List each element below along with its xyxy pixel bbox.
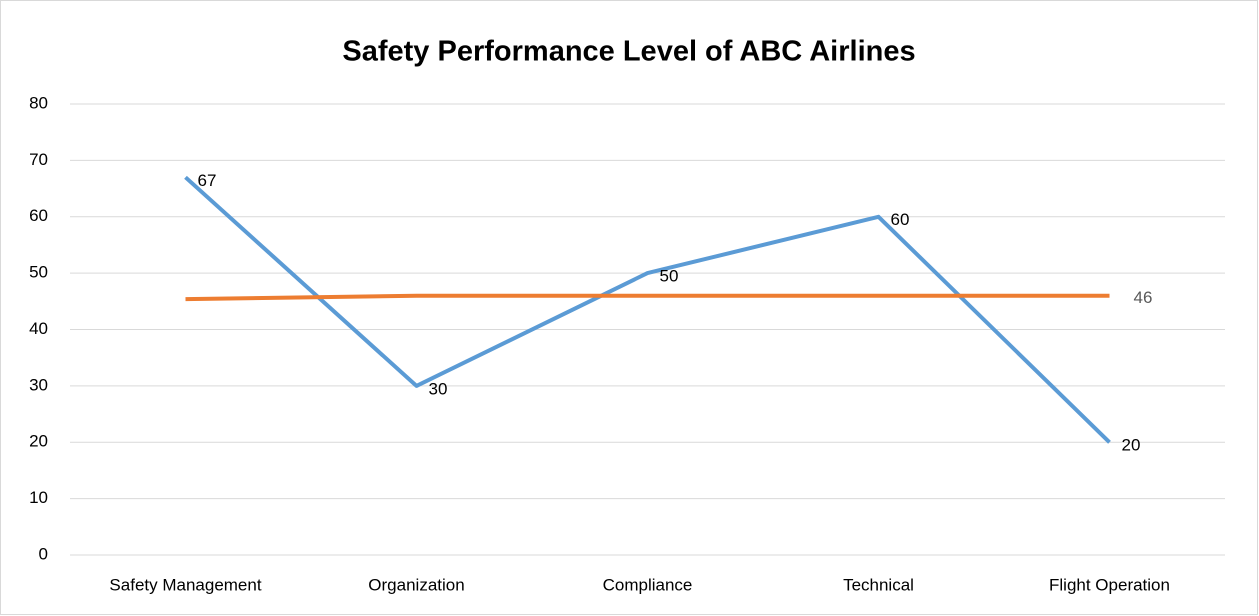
x-tick-label: Flight Operation: [1049, 575, 1170, 594]
y-tick-label: 20: [29, 432, 48, 451]
y-tick-label: 30: [29, 375, 48, 394]
y-tick-label: 40: [29, 319, 48, 338]
data-line: [185, 293, 1110, 302]
chart-title: Safety Performance Level of ABC Airlines: [342, 36, 915, 68]
x-tick-label: Organization: [368, 575, 464, 594]
data-label: 50: [660, 267, 679, 286]
y-tick-label: 80: [29, 93, 48, 112]
x-tick-label: Technical: [843, 575, 914, 594]
y-tick-label: 70: [29, 150, 48, 169]
data-label: 46: [1134, 288, 1153, 307]
x-tick-label: Safety Management: [109, 575, 261, 594]
data-label: 60: [891, 210, 910, 229]
data-label: 20: [1122, 436, 1141, 455]
data-label: 67: [198, 171, 217, 190]
x-tick-label: Compliance: [603, 575, 693, 594]
y-tick-label: 50: [29, 263, 48, 282]
y-tick-label: 0: [39, 544, 48, 563]
data-label: 30: [429, 379, 448, 398]
y-tick-label: 10: [29, 488, 48, 507]
data-line: [184, 175, 1111, 444]
y-tick-label: 60: [29, 206, 48, 225]
